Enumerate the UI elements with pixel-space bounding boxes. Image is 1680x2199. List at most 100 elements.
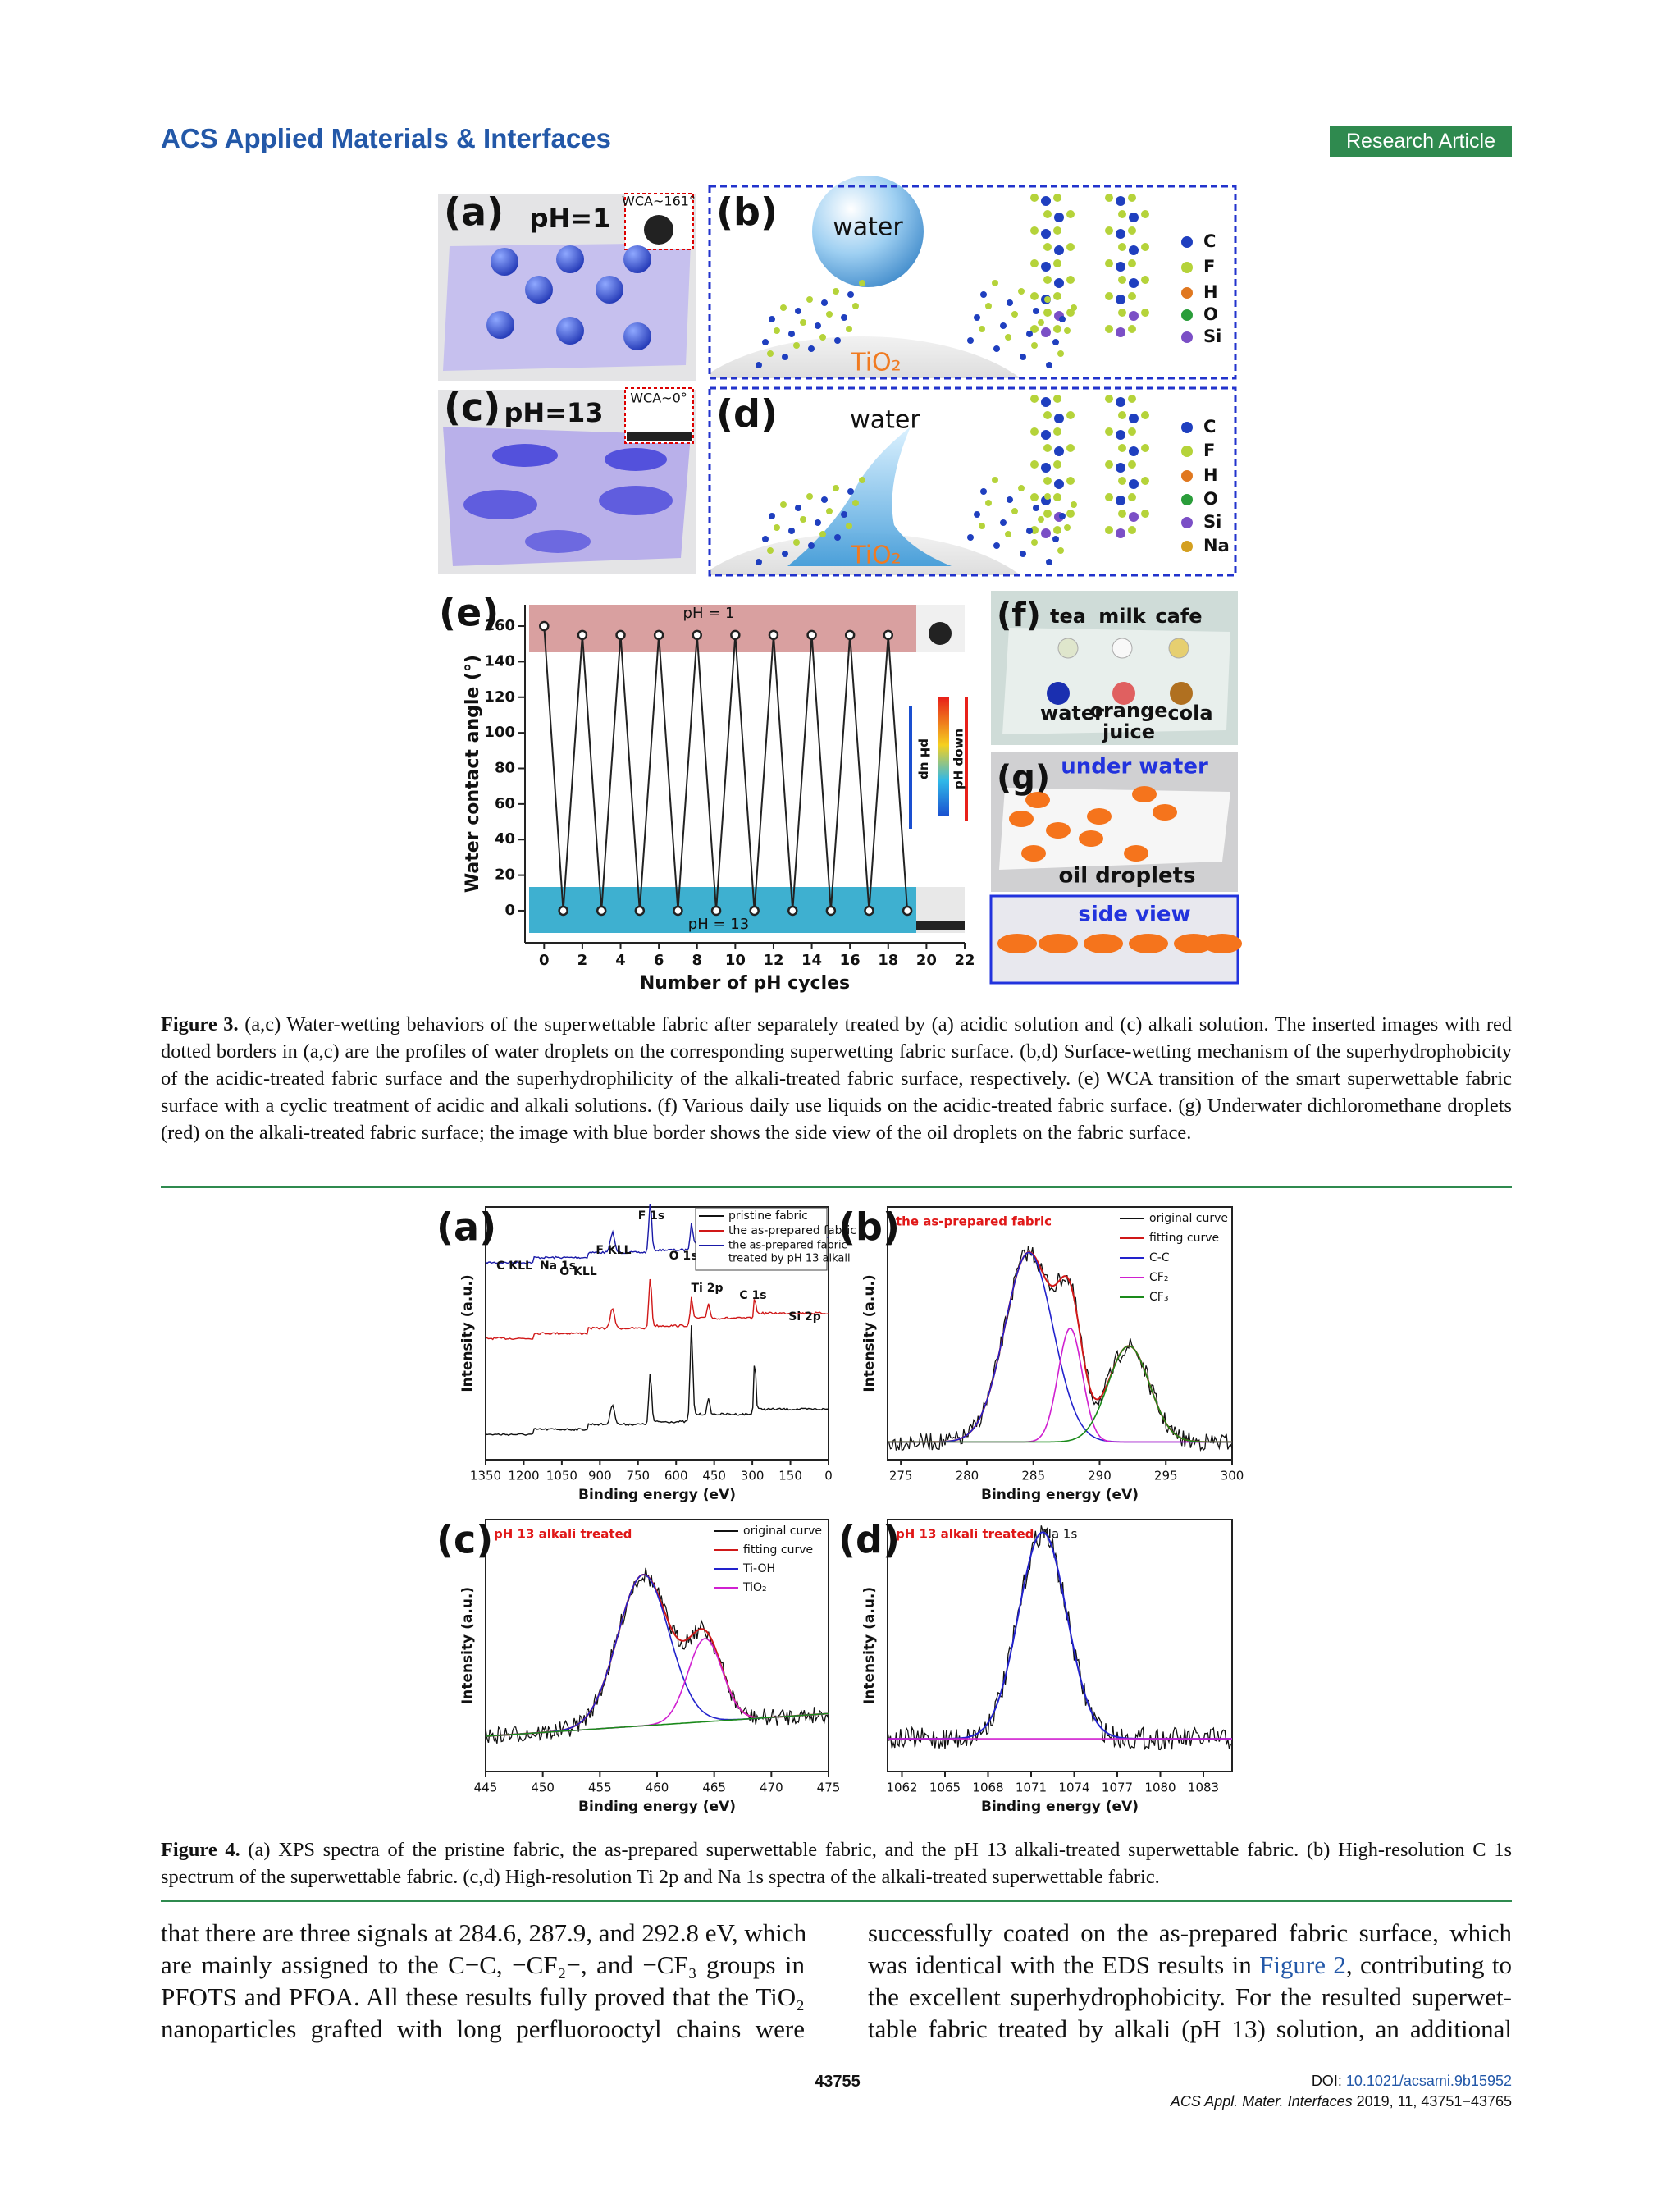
atom xyxy=(1053,395,1061,403)
atom xyxy=(1030,292,1039,300)
atom xyxy=(1141,477,1149,485)
atom xyxy=(1018,485,1025,491)
caption-text: (a,c) Water-wetting behaviors of the sup… xyxy=(161,1013,1512,1144)
atom xyxy=(834,337,841,344)
atom xyxy=(815,322,821,329)
atom xyxy=(833,485,839,491)
x-tick-label: 1080 xyxy=(1144,1781,1176,1795)
atom xyxy=(1053,460,1061,469)
atom xyxy=(1129,446,1139,456)
doi: DOI: 10.1021/acsami.9b15952 xyxy=(1312,2073,1512,2090)
spectrum-curve xyxy=(887,1246,1233,1452)
doi-link[interactable]: 10.1021/acsami.9b15952 xyxy=(1345,2073,1512,2089)
x-tick-label: 280 xyxy=(956,1469,979,1484)
atom xyxy=(1129,213,1139,222)
x-tick-label: 4 xyxy=(615,952,626,969)
x-tick-label: 16 xyxy=(840,952,861,969)
atom xyxy=(967,337,974,344)
x-tick-label: 0 xyxy=(539,952,550,969)
x-tick-label: 18 xyxy=(878,952,898,969)
text-line: the excellent superhydrophobicity. For t… xyxy=(868,1982,1512,2011)
atom xyxy=(788,331,795,337)
oil-droplet xyxy=(1039,934,1078,953)
atom xyxy=(1118,477,1126,485)
atom xyxy=(1129,245,1139,255)
legend-label: C xyxy=(1203,417,1216,437)
text-line: PFOTS and PFOA. All these results fully … xyxy=(161,1982,805,2011)
inset-droplet xyxy=(644,215,673,245)
x-tick-label: 14 xyxy=(801,952,822,969)
legend-label: CF₂ xyxy=(1149,1271,1168,1284)
atom xyxy=(756,362,762,368)
x-tick-label: 450 xyxy=(531,1781,555,1795)
atom xyxy=(1011,311,1018,318)
data-point xyxy=(788,905,798,917)
atom xyxy=(979,326,985,332)
atom xyxy=(1041,262,1051,272)
data-point xyxy=(577,629,588,641)
text-segment: was identical with the EDS results in xyxy=(868,1950,1260,1979)
atom xyxy=(762,339,769,345)
atom xyxy=(1116,430,1125,440)
atom xyxy=(1018,288,1025,295)
label: (f) xyxy=(997,597,1041,634)
atom xyxy=(980,291,987,298)
droplet xyxy=(556,245,584,273)
film xyxy=(916,921,965,930)
droplet xyxy=(525,276,553,304)
data-point xyxy=(558,905,568,917)
x-tick-label: 295 xyxy=(1154,1469,1178,1484)
column-right: successfully coated on the as-prepared f… xyxy=(868,1917,1512,2045)
panel-title: pH 13 alkali treated xyxy=(896,1527,1034,1542)
legend-label: fitting curve xyxy=(743,1543,813,1557)
panel-title: pH 13 alkali treated xyxy=(494,1527,632,1542)
spectrum-curve xyxy=(888,1345,1232,1443)
atom xyxy=(1118,243,1126,251)
atom xyxy=(1026,331,1033,337)
liquid-droplet xyxy=(1168,638,1189,659)
annotation: pH down xyxy=(952,729,966,789)
citation-text: 2019, 11, 43751−43765 xyxy=(1352,2093,1512,2110)
atom xyxy=(1118,309,1126,317)
legend-dot xyxy=(1181,470,1193,482)
data-point xyxy=(634,905,646,917)
atom xyxy=(852,303,859,309)
x-axis-label: Binding energy (eV) xyxy=(578,1487,736,1503)
y-tick-label: 120 xyxy=(484,688,515,706)
atom xyxy=(1066,210,1075,218)
atom xyxy=(793,342,800,349)
atom xyxy=(1128,526,1136,534)
atom xyxy=(1066,510,1075,518)
atom xyxy=(841,511,847,518)
figure-link[interactable]: Figure 2 xyxy=(1259,1950,1346,1979)
legend-label: Si xyxy=(1203,327,1221,346)
data-point xyxy=(749,905,760,917)
atom xyxy=(1041,397,1051,407)
x-tick-label: 1074 xyxy=(1058,1781,1089,1795)
rule xyxy=(161,1186,1512,1188)
x-tick-label: 470 xyxy=(760,1781,783,1795)
x-axis-label: Number of pH cycles xyxy=(640,973,850,994)
label: WCA~0° xyxy=(630,391,687,406)
data-point xyxy=(768,629,779,641)
oil-droplet xyxy=(1129,934,1168,953)
atom xyxy=(788,528,795,534)
atom xyxy=(1007,299,1013,306)
atom xyxy=(808,345,815,352)
text-line: that there are three signals at 284.6, 2… xyxy=(161,1918,807,1947)
y-axis-label: Intensity (a.u.) xyxy=(459,1587,476,1704)
caption-text: (a) XPS spectra of the pristine fabric, … xyxy=(161,1839,1512,1888)
x-tick-label: 600 xyxy=(664,1469,688,1484)
atom xyxy=(1071,501,1077,508)
y-tick-label: 80 xyxy=(495,759,515,776)
wet-spot xyxy=(599,486,673,515)
legend-label: Si xyxy=(1203,512,1221,532)
atom xyxy=(1118,444,1126,452)
atom xyxy=(1128,395,1136,403)
atom xyxy=(1129,479,1139,489)
atom xyxy=(1053,325,1061,333)
peak-label: O KLL xyxy=(559,1265,597,1278)
atom xyxy=(806,493,813,500)
peak-label: F KLL xyxy=(596,1244,631,1257)
atom xyxy=(1041,528,1051,538)
